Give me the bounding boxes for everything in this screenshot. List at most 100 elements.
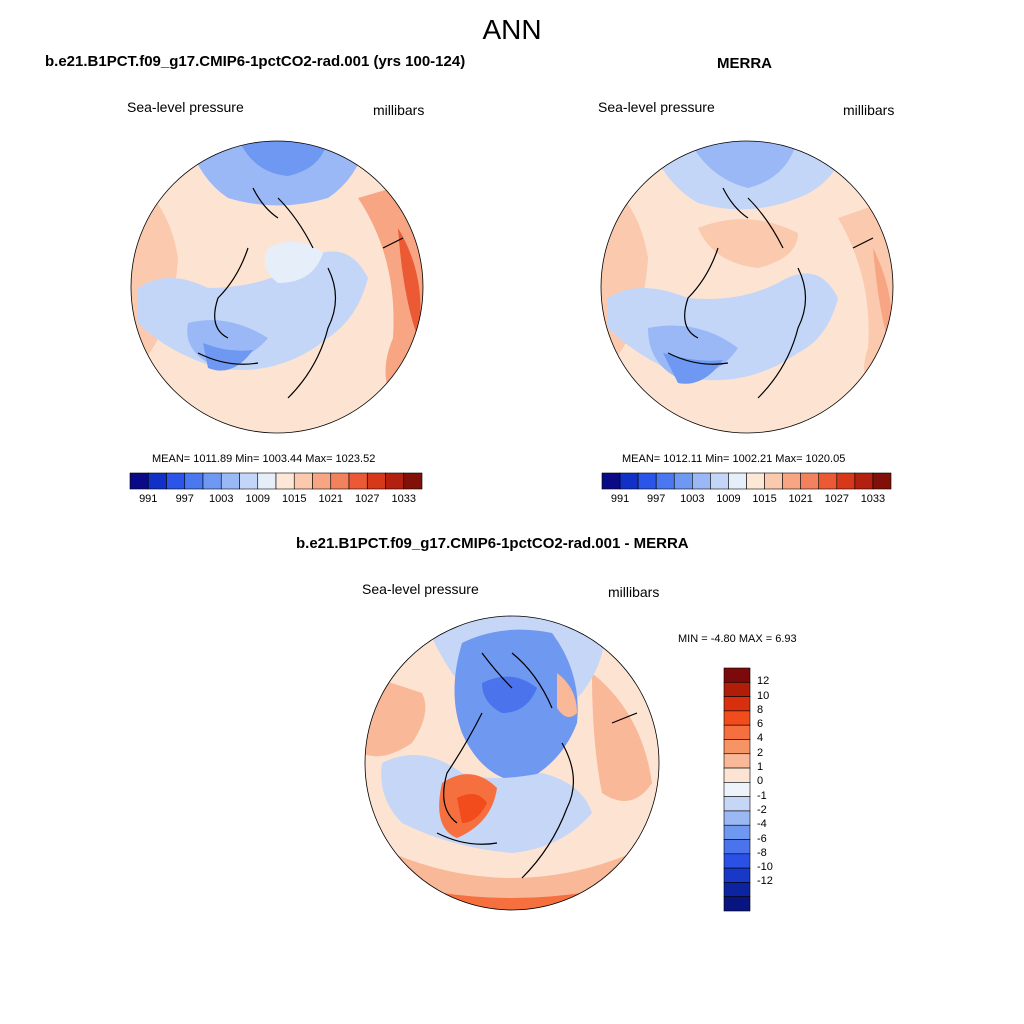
colorbar-tick-label: 12 bbox=[757, 675, 770, 688]
colorbar-tick-label: 1003 bbox=[209, 493, 234, 505]
colorbar-swatch bbox=[275, 472, 295, 490]
colorbar-swatch bbox=[166, 472, 186, 490]
colorbar-tick-label: 1009 bbox=[716, 493, 741, 505]
colorbar-swatch bbox=[129, 472, 149, 490]
colorbar-swatch bbox=[723, 810, 751, 826]
colorbar-swatch bbox=[782, 472, 801, 490]
colorbar-swatch bbox=[202, 472, 222, 490]
colorbar-tick-label: 1021 bbox=[788, 493, 813, 505]
colorbar-diff bbox=[723, 667, 751, 912]
colorbar-tick-label: -2 bbox=[757, 803, 767, 816]
colorbar-tick-label: -6 bbox=[757, 832, 767, 845]
colorbar-tick-label: 1015 bbox=[752, 493, 777, 505]
panel-variable-label: Sea-level pressure bbox=[598, 99, 715, 115]
colorbar-tick-label: 991 bbox=[139, 493, 158, 505]
colorbar-swatch bbox=[872, 472, 892, 490]
colorbar-tick-label: 4 bbox=[757, 732, 764, 745]
colorbar-swatch bbox=[723, 896, 751, 912]
polar-map-obs bbox=[600, 140, 894, 434]
panel-variable-label: Sea-level pressure bbox=[127, 99, 244, 115]
colorbar-tick-label: -1 bbox=[757, 789, 767, 802]
colorbar-tick-label: 1009 bbox=[245, 493, 270, 505]
colorbar-swatch bbox=[239, 472, 259, 490]
colorbar-tick-label: 1033 bbox=[860, 493, 886, 505]
panel-variable-label: Sea-level pressure bbox=[362, 581, 479, 597]
colorbar-tick-label: 1 bbox=[757, 761, 764, 774]
colorbar-tick-label: 1015 bbox=[282, 493, 307, 505]
colorbar-swatch bbox=[836, 472, 856, 490]
colorbar-swatch bbox=[312, 472, 332, 490]
colorbar-swatch bbox=[800, 472, 820, 490]
colorbar-swatch bbox=[619, 472, 639, 490]
colorbar-swatch bbox=[723, 767, 751, 783]
colorbar-swatch bbox=[728, 472, 747, 490]
colorbar-swatch bbox=[637, 472, 657, 490]
colorbar-tick-label: -8 bbox=[757, 846, 767, 859]
panel-stats: MEAN= 1011.89 Min= 1003.44 Max= 1023.52 bbox=[152, 453, 376, 465]
polar-map-model bbox=[130, 140, 424, 434]
colorbar-labels-model: 991 997 1003 1009 1015 1021 1027 1033 bbox=[0, 493, 1024, 509]
colorbar-swatch bbox=[330, 472, 350, 490]
panel-units-label: millibars bbox=[608, 584, 660, 600]
colorbar-swatch bbox=[818, 472, 838, 490]
colorbar-swatch bbox=[723, 796, 751, 812]
panel-title-obs: MERRA bbox=[717, 55, 772, 72]
polar-map-diff bbox=[364, 615, 660, 911]
colorbar-swatch bbox=[147, 472, 167, 490]
colorbar-swatch bbox=[723, 724, 751, 740]
colorbar-swatch bbox=[746, 472, 765, 490]
colorbar-tick-label: 1027 bbox=[824, 493, 850, 505]
colorbar-tick-label: 1033 bbox=[391, 493, 416, 505]
panel-units-label: millibars bbox=[373, 102, 425, 118]
colorbar-labels-obs: 991 997 1003 1009 1015 1021 1027 1033 bbox=[0, 493, 1024, 509]
colorbar-swatch bbox=[220, 472, 240, 490]
colorbar-tick-label: 10 bbox=[757, 689, 770, 702]
colorbar-obs bbox=[601, 472, 892, 490]
colorbar-tick-label: 997 bbox=[175, 493, 194, 505]
panel-stats: MIN = -4.80 MAX = 6.93 bbox=[678, 633, 797, 645]
page-title: ANN bbox=[482, 14, 542, 45]
colorbar-tick-label: 1027 bbox=[355, 493, 380, 505]
colorbar-swatch bbox=[385, 472, 405, 490]
panel-title-model: b.e21.B1PCT.f09_g17.CMIP6-1pctCO2-rad.00… bbox=[45, 53, 466, 70]
colorbar-swatch bbox=[348, 472, 368, 490]
colorbar-swatch bbox=[854, 472, 874, 490]
colorbar-tick-label: 997 bbox=[647, 493, 666, 505]
colorbar-swatch bbox=[184, 472, 204, 490]
colorbar-swatch bbox=[723, 824, 751, 840]
colorbar-tick-label: 6 bbox=[757, 718, 764, 731]
colorbar-tick-label: -4 bbox=[757, 818, 767, 831]
colorbar-swatch bbox=[723, 753, 751, 769]
colorbar-swatch bbox=[723, 667, 751, 683]
panel-stats: MEAN= 1012.11 Min= 1002.21 Max= 1020.05 bbox=[622, 453, 846, 465]
colorbar-swatch bbox=[723, 681, 751, 697]
colorbar-swatch bbox=[723, 867, 751, 883]
colorbar-tick-label: 0 bbox=[757, 775, 764, 788]
colorbar-swatch bbox=[723, 782, 751, 797]
colorbar-swatch bbox=[655, 472, 675, 490]
colorbar-model bbox=[129, 472, 423, 490]
colorbar-swatch bbox=[764, 472, 783, 490]
colorbar-tick-label: 8 bbox=[757, 703, 764, 716]
colorbar-tick-label: 1003 bbox=[680, 493, 705, 505]
colorbar-swatch bbox=[366, 472, 386, 490]
colorbar-swatch bbox=[723, 739, 751, 755]
colorbar-swatch bbox=[723, 710, 751, 726]
colorbar-swatch bbox=[293, 472, 313, 490]
colorbar-tick-label: 2 bbox=[757, 746, 764, 759]
colorbar-swatch bbox=[601, 472, 621, 490]
colorbar-swatch bbox=[257, 472, 277, 490]
colorbar-tick-label: 1021 bbox=[318, 493, 343, 505]
colorbar-swatch bbox=[723, 839, 751, 855]
colorbar-swatch bbox=[710, 472, 729, 490]
colorbar-swatch bbox=[723, 696, 751, 712]
colorbar-tick-label: -10 bbox=[757, 861, 773, 874]
colorbar-swatch bbox=[673, 472, 693, 490]
panel-units-label: millibars bbox=[843, 102, 895, 118]
colorbar-swatch bbox=[403, 472, 423, 490]
colorbar-swatch bbox=[723, 882, 751, 898]
colorbar-swatch bbox=[723, 853, 751, 869]
colorbar-tick-label: -12 bbox=[757, 875, 773, 888]
panel-title-diff: b.e21.B1PCT.f09_g17.CMIP6-1pctCO2-rad.00… bbox=[296, 535, 689, 552]
colorbar-swatch bbox=[692, 472, 711, 490]
